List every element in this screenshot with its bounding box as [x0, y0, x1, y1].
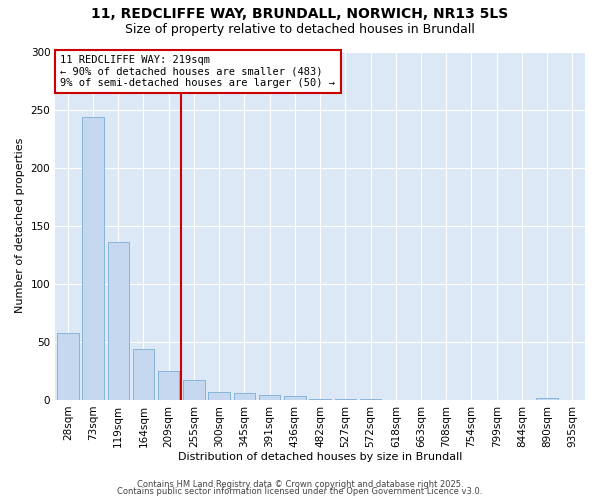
Bar [360, 399, 381, 400]
Bar [284, 396, 305, 400]
Bar [310, 399, 331, 400]
Bar [233, 393, 255, 400]
Bar [259, 396, 280, 400]
Y-axis label: Number of detached properties: Number of detached properties [15, 138, 25, 314]
Text: 11 REDCLIFFE WAY: 219sqm
← 90% of detached houses are smaller (483)
9% of semi-d: 11 REDCLIFFE WAY: 219sqm ← 90% of detach… [61, 55, 335, 88]
Bar [208, 392, 230, 400]
Bar [536, 398, 558, 400]
Text: Contains public sector information licensed under the Open Government Licence v3: Contains public sector information licen… [118, 487, 482, 496]
Bar [133, 349, 154, 400]
Bar [335, 399, 356, 400]
Bar [183, 380, 205, 400]
Bar [82, 116, 104, 400]
Bar [57, 332, 79, 400]
Bar [158, 371, 179, 400]
Text: Size of property relative to detached houses in Brundall: Size of property relative to detached ho… [125, 22, 475, 36]
X-axis label: Distribution of detached houses by size in Brundall: Distribution of detached houses by size … [178, 452, 462, 462]
Text: 11, REDCLIFFE WAY, BRUNDALL, NORWICH, NR13 5LS: 11, REDCLIFFE WAY, BRUNDALL, NORWICH, NR… [91, 8, 509, 22]
Text: Contains HM Land Registry data © Crown copyright and database right 2025.: Contains HM Land Registry data © Crown c… [137, 480, 463, 489]
Bar [107, 242, 129, 400]
